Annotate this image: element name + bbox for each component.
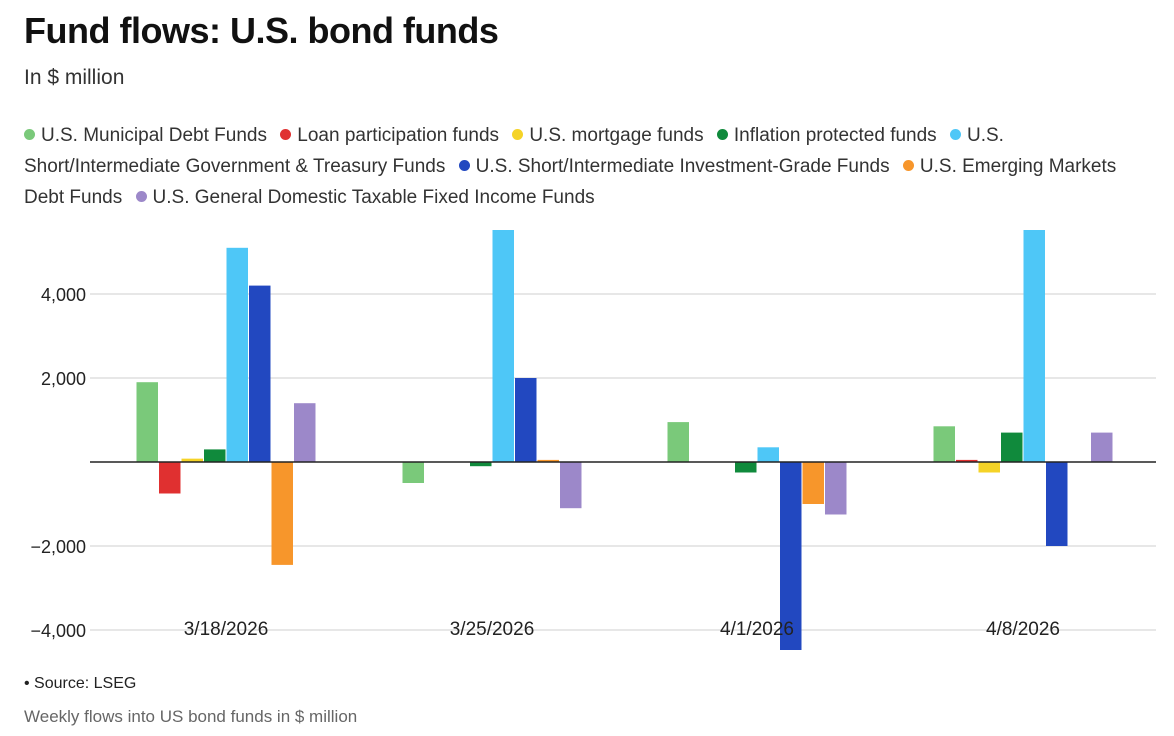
x-tick-label: 4/8/2026	[986, 619, 1060, 640]
legend-label: U.S. Short/Intermediate Investment-Grade…	[475, 156, 890, 177]
y-tick-label: −2,000	[30, 537, 86, 557]
x-tick-label: 3/18/2026	[184, 619, 269, 640]
bar	[159, 462, 181, 494]
legend-item: Inflation protected funds	[716, 125, 937, 146]
legend-item: U.S. Emerging Markets Debt Funds	[24, 156, 1116, 208]
bar	[470, 462, 492, 467]
legend-label: U.S. Emerging Markets Debt Funds	[24, 156, 1117, 208]
legend-swatch	[949, 129, 961, 140]
y-tick-label: −4,000	[30, 621, 86, 641]
bar	[1046, 462, 1068, 546]
bar	[956, 459, 978, 462]
legend-item: U.S. Municipal Debt Funds	[24, 125, 267, 146]
legend-label: Loan participation funds	[297, 125, 500, 146]
bar	[249, 285, 271, 462]
x-tick-label: 4/1/2026	[720, 619, 794, 640]
legend-swatch	[280, 129, 292, 140]
source-note: • Source: LSEG	[24, 675, 137, 692]
y-tick-label: 4,000	[41, 285, 86, 305]
chart-subtitle: In $ million	[24, 66, 125, 89]
bar	[226, 247, 248, 462]
legend-item: U.S. mortgage funds	[512, 125, 704, 146]
bar	[735, 462, 757, 473]
legend-item: U.S. Short/Intermediate Government & Tre…	[24, 125, 1004, 177]
legend-label: Inflation protected funds	[733, 125, 937, 146]
bar	[294, 403, 316, 462]
bar	[978, 462, 1000, 473]
bar	[181, 458, 203, 462]
bar	[515, 378, 537, 462]
bar	[667, 422, 689, 462]
legend-item: U.S. General Domestic Taxable Fixed Inco…	[135, 187, 595, 208]
bar	[402, 462, 424, 483]
legend-item: U.S. Short/Intermediate Investment-Grade…	[458, 156, 890, 177]
bar	[271, 462, 293, 565]
legend-label: U.S. General Domestic Taxable Fixed Inco…	[152, 187, 595, 208]
legend-swatch	[512, 129, 524, 140]
legend: U.S. Municipal Debt Funds Loan participa…	[24, 120, 1134, 213]
legend-label: U.S. Short/Intermediate Government & Tre…	[24, 125, 1004, 177]
bar	[802, 462, 824, 504]
bar	[757, 447, 779, 462]
legend-swatch	[902, 160, 914, 171]
legend-label: U.S. mortgage funds	[529, 125, 704, 146]
bar	[537, 459, 559, 462]
bar	[136, 382, 158, 462]
legend-swatch	[135, 191, 147, 202]
legend-swatch	[716, 129, 728, 140]
bar	[1091, 432, 1113, 462]
bar	[825, 462, 847, 515]
bar	[204, 449, 226, 462]
bar	[560, 462, 582, 509]
legend-swatch	[458, 160, 470, 171]
chart-title: Fund flows: U.S. bond funds	[24, 10, 499, 51]
bar	[780, 462, 802, 650]
legend-item: Loan participation funds	[280, 125, 499, 146]
bar-chart: 8,0006,0004,0002,000−2,000−4,0003/18/202…	[30, 230, 1156, 650]
x-tick-label: 3/25/2026	[450, 619, 535, 640]
chart-caption: Weekly flows into US bond funds in $ mil…	[24, 707, 358, 726]
legend-label: U.S. Municipal Debt Funds	[41, 125, 267, 146]
bar	[492, 230, 514, 463]
bar	[1001, 432, 1023, 462]
y-tick-label: 2,000	[41, 369, 86, 389]
bar	[1023, 230, 1045, 462]
legend-swatch	[24, 129, 35, 140]
bar	[933, 426, 955, 462]
